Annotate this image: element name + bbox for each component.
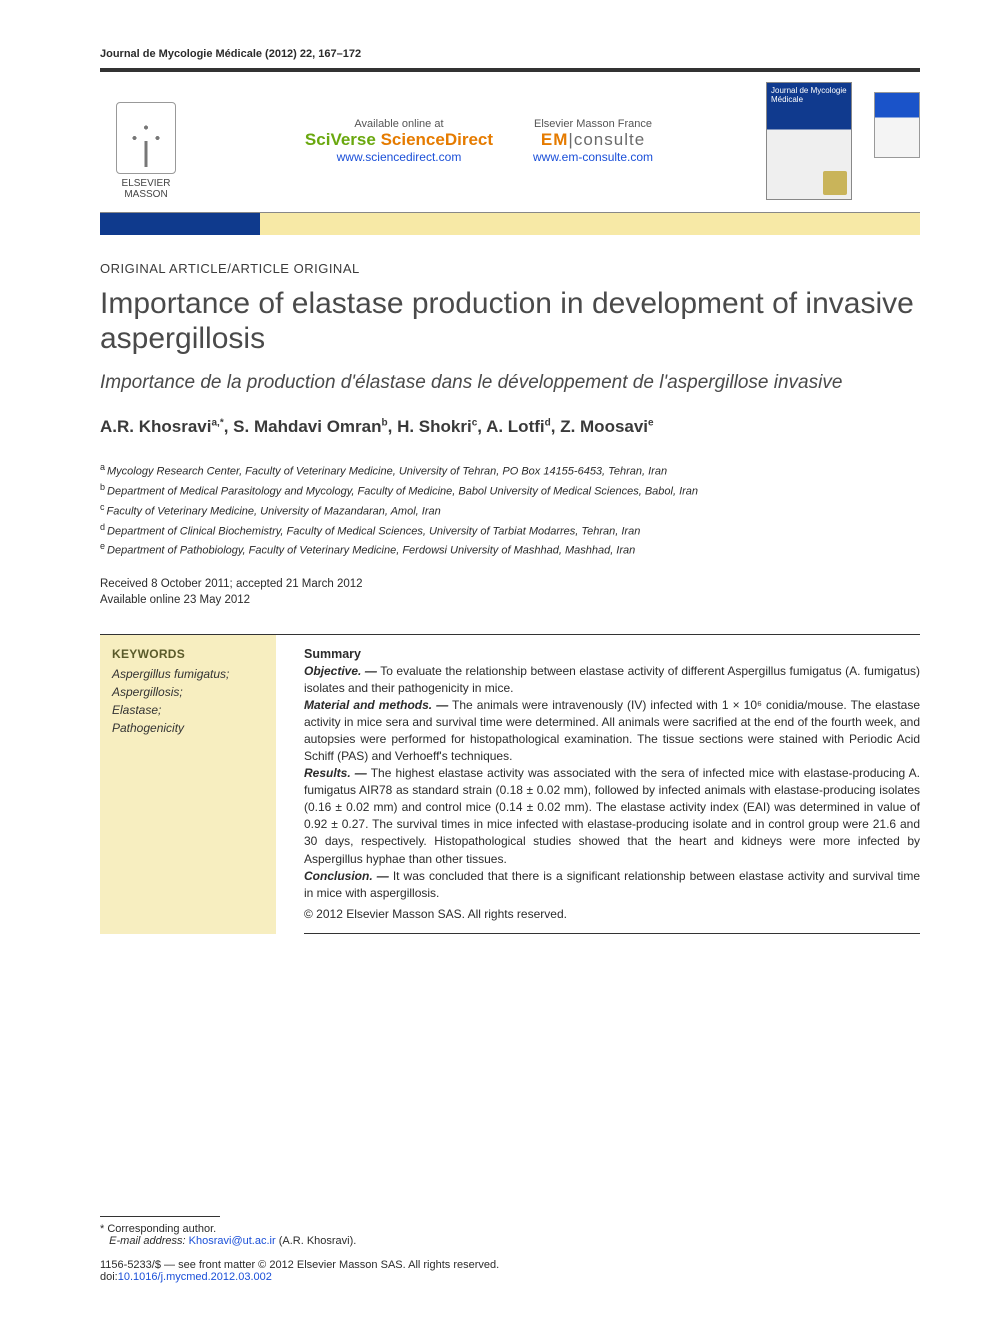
abstract-copyright: © 2012 Elsevier Masson SAS. All rights r… <box>304 906 920 934</box>
email-label: E-mail address: <box>109 1235 185 1247</box>
corresponding-author: * Corresponding author. <box>100 1223 920 1235</box>
journal-reference: Journal de Mycologie Médicale (2012) 22,… <box>100 48 920 60</box>
affiliation: dDepartment of Clinical Biochemistry, Fa… <box>100 521 920 541</box>
received-accepted: Received 8 October 2011; accepted 21 Mar… <box>100 576 920 592</box>
publisher-logo: ELSEVIER MASSON <box>100 82 192 200</box>
results-text: The highest elastase activity was associ… <box>304 766 920 865</box>
journal-cover-thumb: Journal de Mycologie Médicale <box>766 82 852 200</box>
author-list: A.R. Khosravia,*, S. Mahdavi Omranb, H. … <box>100 417 920 437</box>
author: H. Shokric <box>397 417 477 436</box>
footnote-rule <box>100 1216 220 1217</box>
strip-gold <box>260 213 920 235</box>
cover-spot-icon <box>823 171 847 195</box>
available-online-label: Available online at <box>305 118 493 130</box>
corresponding-email-link[interactable]: Khosravi@ut.ac.ir <box>189 1235 276 1247</box>
keywords-box: KEYWORDS Aspergillus fumigatus;Aspergill… <box>100 635 276 933</box>
author: A. Lotfid <box>486 417 551 436</box>
header-band: ELSEVIER MASSON Available online at SciV… <box>100 72 920 213</box>
brand-sciencedirect: ScienceDirect <box>381 130 493 149</box>
results-label: Results. — <box>304 766 367 780</box>
objective-label: Objective. — <box>304 664 377 678</box>
doi-link[interactable]: 10.1016/j.mycmed.2012.03.002 <box>118 1271 272 1283</box>
emconsulte-brand: EM|consulte <box>533 130 653 150</box>
article-subtitle-fr: Importance de la production d'élastase d… <box>100 371 920 396</box>
issn-line: 1156-5233/$ — see front matter © 2012 El… <box>100 1259 920 1271</box>
elsevier-france-label: Elsevier Masson France <box>533 118 653 130</box>
author: S. Mahdavi Omranb <box>233 417 387 436</box>
affiliations: aMycology Research Center, Faculty of Ve… <box>100 461 920 560</box>
abstract-column: Summary Objective. — To evaluate the rel… <box>304 634 920 933</box>
conclusion-text: It was concluded that there is a signifi… <box>304 869 920 900</box>
summary-heading: Summary <box>304 647 920 661</box>
emconsulte-link[interactable]: www.em-consulte.com <box>533 150 653 164</box>
objective-text: To evaluate the relationship between ela… <box>304 664 920 695</box>
email-line: E-mail address: Khosravi@ut.ac.ir (A.R. … <box>100 1235 920 1247</box>
article-type-label: ORIGINAL ARTICLE/ARTICLE ORIGINAL <box>100 261 920 276</box>
article-title: Importance of elastase production in dev… <box>100 286 920 357</box>
affiliation: aMycology Research Center, Faculty of Ve… <box>100 461 920 481</box>
cover-title: Journal de Mycologie Médicale <box>771 87 847 105</box>
publisher-name: ELSEVIER MASSON <box>100 178 192 200</box>
sciencedirect-link[interactable]: www.sciencedirect.com <box>337 150 462 164</box>
keywords-heading: KEYWORDS <box>112 647 264 661</box>
abstract-methods: Material and methods. — The animals were… <box>304 697 920 765</box>
keyword-item: Aspergillus fumigatus; <box>112 665 264 683</box>
page-footnotes: * Corresponding author. E-mail address: … <box>100 1216 920 1283</box>
abstract-conclusion: Conclusion. — It was concluded that ther… <box>304 868 920 902</box>
keyword-item: Pathogenicity <box>112 719 264 737</box>
affiliation: eDepartment of Pathobiology, Faculty of … <box>100 540 920 560</box>
keyword-item: Elastase; <box>112 701 264 719</box>
strip-blue <box>100 213 260 235</box>
available-online: Available online 23 May 2012 <box>100 592 920 608</box>
methods-label: Material and methods. — <box>304 698 448 712</box>
header-links: Available online at SciVerse ScienceDire… <box>210 82 748 200</box>
brand-sciverse: SciVerse <box>305 130 376 149</box>
conclusion-label: Conclusion. — <box>304 869 389 883</box>
doi-line: doi:10.1016/j.mycmed.2012.03.002 <box>100 1271 920 1283</box>
sciverse-brand: SciVerse ScienceDirect <box>305 130 493 150</box>
author: A.R. Khosravia,* <box>100 417 224 436</box>
color-strip <box>100 213 920 235</box>
article-dates: Received 8 October 2011; accepted 21 Mar… <box>100 576 920 608</box>
keyword-item: Aspergillosis; <box>112 683 264 701</box>
journal-cover-mini <box>874 92 920 158</box>
sciencedirect-block: Available online at SciVerse ScienceDire… <box>305 118 493 164</box>
email-paren: (A.R. Khosravi). <box>279 1235 357 1247</box>
emconsulte-block: Elsevier Masson France EM|consulte www.e… <box>533 118 653 164</box>
brand-em: EM <box>541 130 569 149</box>
brand-consulte: consulte <box>574 130 645 149</box>
abstract-objective: Objective. — To evaluate the relationshi… <box>304 663 920 697</box>
abstract-results: Results. — The highest elastase activity… <box>304 765 920 867</box>
abstract-row: KEYWORDS Aspergillus fumigatus;Aspergill… <box>100 634 920 933</box>
author: Z. Moosavie <box>560 417 653 436</box>
affiliation: cFaculty of Veterinary Medicine, Univers… <box>100 501 920 521</box>
elsevier-tree-icon <box>116 102 176 174</box>
affiliation: bDepartment of Medical Parasitology and … <box>100 481 920 501</box>
doi-label: doi: <box>100 1271 118 1283</box>
